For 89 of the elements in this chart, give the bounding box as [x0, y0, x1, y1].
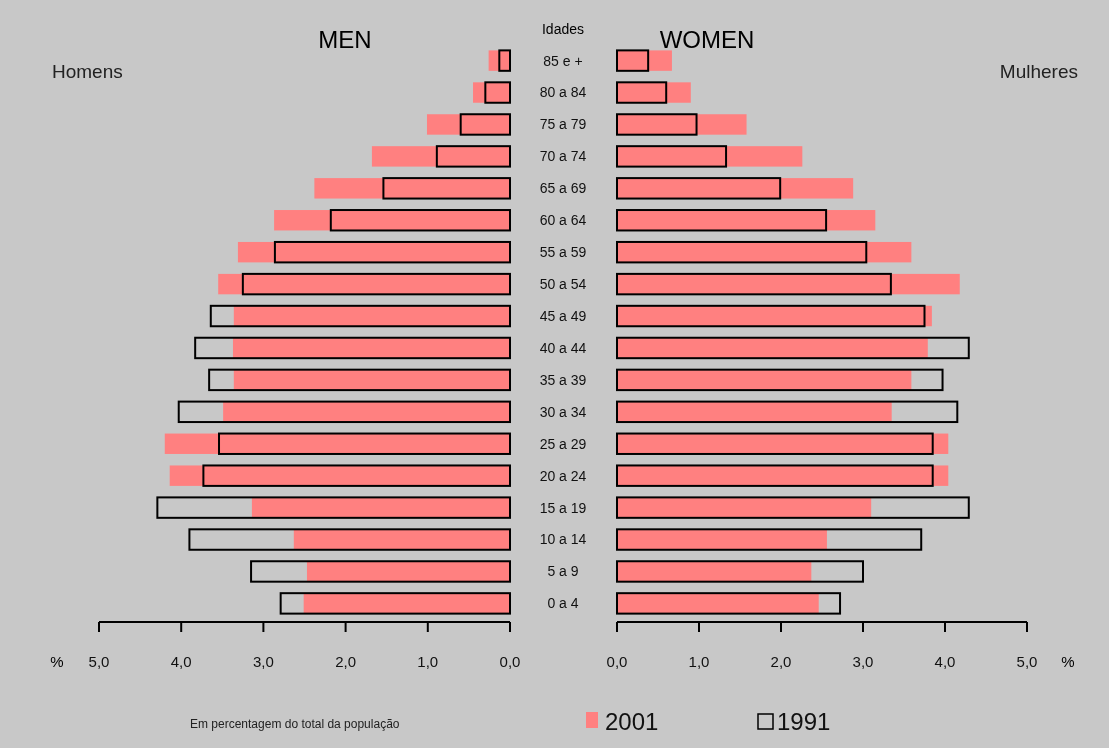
- bar: [484, 81, 511, 104]
- annotation: Mulheres: [999, 61, 1078, 82]
- bar: [616, 81, 668, 104]
- bar: [617, 50, 672, 71]
- x-tick-label: 4,0: [170, 653, 192, 670]
- annotation: Homens: [52, 61, 123, 82]
- bar: [188, 528, 511, 551]
- bar: [426, 114, 510, 135]
- bar: [616, 240, 868, 264]
- bar: [435, 145, 511, 168]
- bar: [616, 496, 970, 519]
- y-tick-label: 30 a 34: [539, 403, 587, 420]
- bar: [617, 114, 747, 135]
- bar: [177, 400, 511, 424]
- bar: [459, 113, 511, 136]
- x-axis-title: %: [1061, 653, 1075, 670]
- x-axis-title: %: [50, 653, 64, 670]
- y-tick-label: 80 a 84: [539, 84, 587, 101]
- x-tick-label: 1,0: [417, 653, 439, 670]
- y-tick-label: 70 a 74: [539, 148, 587, 165]
- bar: [617, 497, 872, 518]
- bar: [616, 560, 864, 583]
- bar: [617, 593, 819, 614]
- bar: [616, 209, 828, 232]
- bar: [498, 49, 511, 72]
- bar: [617, 178, 854, 199]
- bar: [371, 146, 510, 167]
- bar: [616, 528, 923, 551]
- bar: [616, 49, 650, 72]
- bar: [616, 272, 892, 296]
- x-tick-label: 2,0: [335, 653, 357, 670]
- bar: [202, 464, 511, 487]
- chart-title: MEN: [318, 26, 372, 53]
- x-tick-label: 3,0: [252, 653, 274, 670]
- bar: [382, 177, 511, 200]
- bar: [293, 529, 510, 550]
- bar: [208, 368, 511, 392]
- bar: [329, 209, 511, 232]
- bar: [616, 400, 959, 424]
- bar: [616, 145, 728, 168]
- y-tick-label: 25 a 29: [539, 435, 587, 452]
- bar: [273, 240, 511, 264]
- y-tick-label: 15 a 19: [539, 499, 587, 516]
- bar: [156, 496, 511, 519]
- bar: [616, 592, 842, 615]
- bar: [194, 336, 511, 360]
- y-tick-label: 10 a 14: [539, 531, 587, 548]
- bar: [616, 177, 782, 200]
- y-tick-label: 35 a 39: [539, 371, 587, 388]
- bar: [617, 529, 827, 550]
- y-tick-label: 65 a 69: [539, 180, 587, 197]
- chart-title: WOMEN: [659, 26, 755, 53]
- y-tick-label: 60 a 64: [539, 212, 587, 229]
- x-tick-label: 1,0: [688, 653, 710, 670]
- bar: [314, 178, 510, 199]
- x-tick-label: 0,0: [499, 653, 521, 670]
- bar: [218, 432, 511, 455]
- legend-label: 2001: [605, 708, 659, 735]
- y-tick-label: 85 e +: [543, 52, 583, 69]
- x-tick-label: 4,0: [934, 653, 956, 670]
- text: Em percentagem do total da população: [190, 717, 400, 731]
- bar: [306, 561, 510, 582]
- legend-label: 1991: [777, 708, 831, 735]
- bar: [169, 465, 510, 486]
- bar: [241, 272, 511, 296]
- bar: [209, 304, 511, 328]
- bar: [303, 593, 510, 614]
- bar: [617, 561, 812, 582]
- y-tick-label: 5 a 9: [547, 563, 579, 580]
- y-tick-label: 75 a 79: [539, 116, 587, 133]
- y-tick-label: 20 a 24: [539, 467, 587, 484]
- x-tick-label: 3,0: [852, 653, 874, 670]
- bar: [250, 560, 511, 583]
- y-tick-label: 40 a 44: [539, 339, 587, 356]
- x-tick-label: 2,0: [770, 653, 792, 670]
- y-tick-label: 45 a 49: [539, 307, 587, 324]
- bar: [251, 497, 510, 518]
- bar: [279, 592, 511, 615]
- bar: [617, 146, 803, 167]
- x-tick-label: 0,0: [606, 653, 628, 670]
- y-axis-title: Idades: [541, 21, 585, 37]
- bar: [616, 368, 944, 392]
- y-tick-label: 55 a 59: [539, 244, 587, 261]
- bar: [616, 113, 698, 136]
- bar: [616, 336, 970, 360]
- x-tick-label: 5,0: [1016, 653, 1038, 670]
- x-tick-label: 5,0: [88, 653, 110, 670]
- y-tick-label: 50 a 54: [539, 276, 587, 293]
- y-tick-label: 0 a 4: [547, 595, 579, 612]
